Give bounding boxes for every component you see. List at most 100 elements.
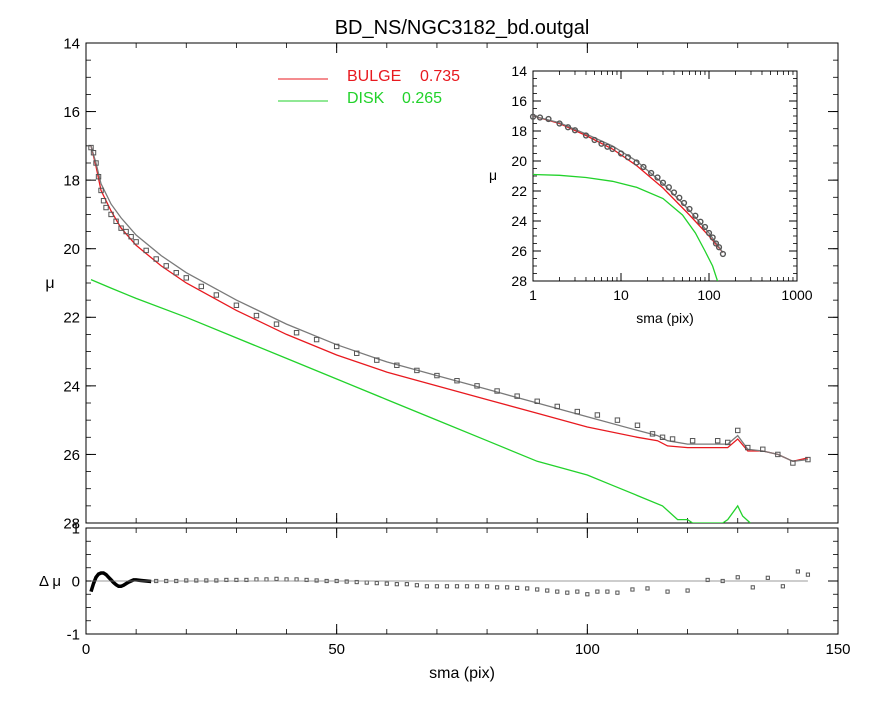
data-point bbox=[100, 198, 107, 204]
data-point bbox=[284, 577, 289, 582]
data-point bbox=[93, 160, 99, 166]
inset-background bbox=[489, 61, 811, 323]
data-point bbox=[244, 577, 249, 583]
data-point bbox=[113, 218, 119, 224]
data-point bbox=[574, 408, 581, 415]
inset-log-panel: 14 16 18 20 22 24 26 281 10 100 1000 μ sma (pix) bbox=[489, 61, 813, 326]
data-point bbox=[685, 588, 690, 593]
y-tick-label: 20 bbox=[511, 153, 527, 169]
x-tick-label: 1 bbox=[529, 287, 537, 303]
y-tick-label: 14 bbox=[511, 63, 527, 79]
data-point bbox=[645, 586, 650, 591]
data-point bbox=[434, 584, 440, 589]
data-point bbox=[705, 577, 710, 583]
data-point bbox=[575, 589, 580, 594]
data-point bbox=[364, 580, 369, 585]
data-point bbox=[213, 292, 220, 298]
data-point bbox=[669, 436, 676, 442]
data-point bbox=[750, 585, 755, 590]
y-axis-label: μ bbox=[489, 167, 497, 183]
data-point bbox=[153, 256, 159, 262]
data-point bbox=[614, 417, 621, 423]
data-point bbox=[434, 372, 440, 379]
data-point bbox=[88, 144, 94, 151]
data-point bbox=[790, 460, 796, 466]
data-point bbox=[233, 302, 240, 308]
data-point bbox=[604, 143, 611, 150]
y-tick-label: 16 bbox=[511, 93, 527, 109]
legend-value: 0.265 bbox=[402, 90, 442, 107]
y-tick-label: 18 bbox=[63, 173, 80, 190]
data-point bbox=[624, 154, 632, 161]
data-point bbox=[615, 590, 620, 595]
data-point bbox=[183, 275, 189, 281]
data-point bbox=[293, 330, 300, 336]
data-point bbox=[745, 444, 751, 451]
y-tick-label: 26 bbox=[511, 243, 527, 259]
data-point bbox=[571, 127, 579, 134]
data-point bbox=[374, 581, 379, 586]
data-point bbox=[133, 239, 139, 245]
data-point bbox=[98, 187, 104, 194]
data-point bbox=[765, 575, 770, 580]
y-tick-label: 22 bbox=[63, 310, 80, 327]
data-point bbox=[108, 211, 114, 218]
data-point bbox=[805, 456, 811, 463]
data-point bbox=[224, 577, 229, 583]
disk-line bbox=[90, 279, 751, 523]
data-point bbox=[474, 584, 480, 589]
data-point bbox=[529, 113, 537, 120]
data-point bbox=[630, 587, 635, 592]
data-point bbox=[464, 584, 470, 589]
data-point bbox=[697, 218, 704, 225]
data-point bbox=[95, 174, 102, 180]
data-point bbox=[554, 403, 560, 410]
data-point bbox=[712, 240, 720, 247]
data-point bbox=[692, 212, 699, 219]
data-point bbox=[474, 383, 480, 389]
data-point bbox=[414, 367, 420, 374]
data-point bbox=[634, 422, 641, 428]
data-point bbox=[354, 350, 360, 356]
data-point bbox=[123, 228, 129, 235]
data-point bbox=[394, 362, 400, 368]
y-tick-label: 24 bbox=[63, 378, 80, 395]
x-tick-label: 10 bbox=[613, 287, 629, 303]
y-tick-label: 28 bbox=[511, 273, 527, 289]
data-point bbox=[536, 114, 544, 121]
y-tick-label: 14 bbox=[63, 35, 80, 52]
data-point bbox=[714, 438, 721, 444]
data-point bbox=[709, 234, 716, 241]
data-point bbox=[565, 590, 570, 595]
data-point bbox=[535, 587, 540, 592]
x-tick-label: 50 bbox=[328, 641, 345, 658]
model-line bbox=[533, 173, 719, 281]
data-point bbox=[344, 579, 349, 584]
data-point bbox=[705, 229, 713, 237]
x-axis-label: sma (pix) bbox=[636, 310, 694, 326]
data-point bbox=[515, 585, 520, 590]
data-point bbox=[304, 577, 309, 583]
data-point bbox=[555, 589, 560, 594]
data-point bbox=[760, 446, 766, 452]
data-point bbox=[314, 578, 319, 583]
data-point bbox=[424, 584, 430, 589]
y-tick-label: 16 bbox=[63, 104, 80, 121]
data-point bbox=[605, 589, 610, 594]
data-point bbox=[525, 586, 530, 591]
y-tick-label: 22 bbox=[511, 183, 527, 199]
data-point bbox=[735, 427, 741, 434]
data-point bbox=[545, 115, 552, 123]
x-tick-label: 1000 bbox=[781, 287, 812, 303]
data-point bbox=[686, 205, 693, 213]
data-point bbox=[649, 431, 656, 437]
data-point bbox=[273, 321, 280, 327]
data-point bbox=[254, 577, 259, 582]
data-point bbox=[163, 263, 169, 269]
data-point bbox=[394, 582, 399, 587]
data-point bbox=[454, 378, 460, 384]
main-profile-panel: 14 16 18 20 22 24 26 28 μ BULGE 0.735 DISK 0.265 bbox=[45, 35, 839, 532]
x-axis-label: sma (pix) bbox=[429, 665, 495, 682]
data-point bbox=[591, 136, 598, 144]
y-tick-label: 20 bbox=[63, 241, 80, 258]
